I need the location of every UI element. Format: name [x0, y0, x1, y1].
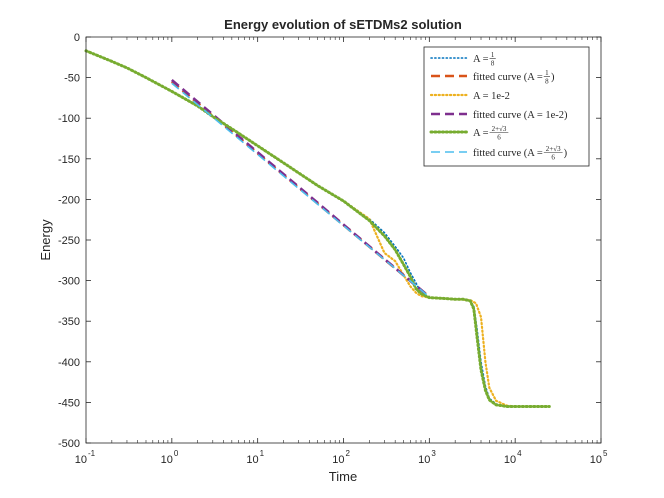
legend-frac-num: 1	[545, 69, 549, 77]
x-tick-label-exp: 1	[260, 449, 265, 458]
y-tick-label-3: -150	[58, 154, 80, 166]
chart-title: Energy evolution of sETDMs2 solution	[224, 17, 462, 32]
y-tick-label-9: -450	[58, 397, 80, 409]
y-tick-label-10: -500	[58, 438, 80, 450]
legend-frac-num: 1	[491, 51, 495, 59]
x-tick-label-exp: 5	[603, 449, 608, 458]
y-tick-label-6: -300	[58, 276, 80, 288]
x-tick-label-exp: 2	[346, 449, 351, 458]
y-tick-label-2: -100	[58, 113, 80, 125]
legend-frac-num: 2+√3	[546, 145, 561, 153]
y-tick-label-1: -50	[64, 73, 80, 85]
legend-label-suffix: )	[551, 72, 555, 83]
x-tick-label-base: 10	[161, 454, 173, 466]
y-tick-label-8: -400	[58, 357, 80, 369]
x-tick-label-base: 10	[418, 454, 430, 466]
axes-layer: 10-11001011021031041050-50-100-150-200-2…	[58, 32, 608, 466]
legend-entry-0: A = 18	[430, 51, 496, 68]
legend-frac-den: 6	[551, 154, 555, 162]
legend-label-4: A =	[473, 128, 489, 139]
x-tick-label-1: 100	[161, 449, 179, 466]
x-tick-label-5: 104	[504, 449, 522, 466]
x-tick-label-exp: 3	[431, 449, 436, 458]
y-tick-label-5: -250	[58, 235, 80, 247]
legend-frac-den: 8	[491, 60, 495, 68]
x-tick-label-base: 10	[332, 454, 344, 466]
x-tick-label-2: 101	[246, 449, 264, 466]
legend-label-5: fitted curve (A =	[473, 148, 543, 159]
legend-frac-den: 6	[497, 134, 501, 142]
x-tick-label-3: 102	[332, 449, 350, 466]
legend-label-2: A = 1e-2	[473, 91, 510, 102]
legend-entry-5: fitted curve (A = 2+√36)	[431, 145, 568, 162]
x-tick-label-exp: 4	[517, 449, 522, 458]
legend-frac-den: 8	[545, 78, 549, 86]
legend-frac-num: 2+√3	[492, 125, 507, 133]
x-tick-label-base: 10	[246, 454, 258, 466]
y-tick-label-4: -200	[58, 194, 80, 206]
legend-label-1: fitted curve (A =	[473, 72, 543, 83]
x-tick-label-base: 10	[75, 454, 87, 466]
series-line-4	[84, 49, 551, 408]
legend-entry-4: A = 2+√36	[429, 125, 509, 142]
x-tick-label-exp: -1	[88, 449, 96, 458]
x-tick-label-4: 103	[418, 449, 436, 466]
x-tick-label-0: 10-1	[75, 449, 96, 466]
y-tick-label-0: 0	[74, 32, 80, 44]
legend-label-0: A =	[473, 54, 489, 65]
legend-label-suffix: )	[564, 148, 568, 159]
x-tick-label-base: 10	[590, 454, 602, 466]
legend-entry-2: A = 1e-2	[429, 91, 510, 102]
legend-box	[423, 46, 590, 167]
series-layer	[84, 49, 551, 408]
x-axis-label: Time	[329, 469, 357, 484]
legend-label-3: fitted curve (A = 1e-2)	[473, 110, 568, 121]
x-tick-label-base: 10	[504, 454, 516, 466]
legend-entry-1: fitted curve (A = 18)	[431, 69, 555, 86]
legend-entry-3: fitted curve (A = 1e-2)	[431, 110, 568, 121]
x-tick-label-exp: 0	[174, 449, 179, 458]
x-tick-label-6: 105	[590, 449, 608, 466]
y-axis-label: Energy	[38, 219, 53, 261]
y-tick-label-7: -350	[58, 316, 80, 328]
